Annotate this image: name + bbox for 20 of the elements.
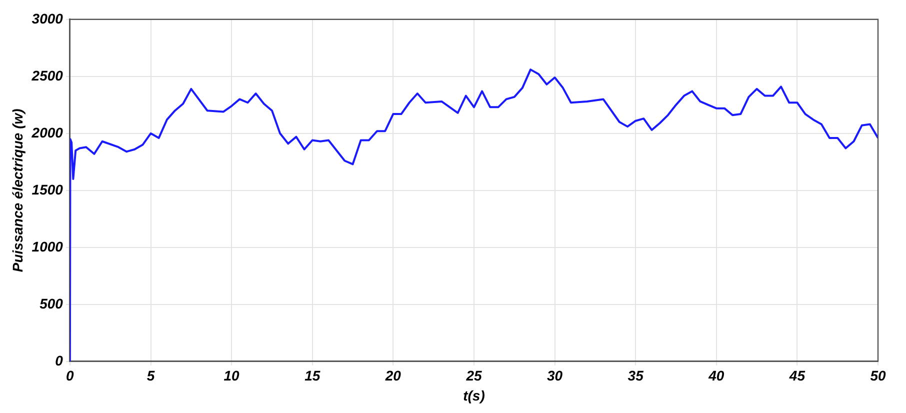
y-tick-label: 500 — [40, 295, 64, 312]
y-tick-label: 3000 — [32, 10, 64, 26]
x-tick-label: 30 — [546, 368, 563, 384]
x-tick-label: 15 — [304, 368, 320, 384]
y-tick-label: 2000 — [30, 124, 64, 140]
x-tick-label: 20 — [384, 368, 402, 384]
y-tick-label: 2500 — [30, 67, 64, 84]
x-tick-label: 45 — [788, 368, 806, 384]
x-tick-label: 10 — [224, 368, 240, 384]
x-tick-label: 0 — [66, 368, 74, 384]
y-tick-label: 1000 — [32, 238, 64, 254]
y-tick-label: 1500 — [32, 181, 64, 198]
y-axis-title: Puissance électrique (w) — [9, 108, 26, 272]
x-tick-label: 40 — [708, 368, 724, 384]
y-tick-label: 0 — [55, 352, 64, 368]
x-axis-title: t(s) — [463, 387, 486, 404]
x-tick-label: 35 — [628, 368, 644, 384]
x-tick-label: 5 — [146, 368, 155, 384]
x-tick-label: 50 — [870, 368, 886, 384]
x-tick-label: 25 — [465, 368, 482, 384]
